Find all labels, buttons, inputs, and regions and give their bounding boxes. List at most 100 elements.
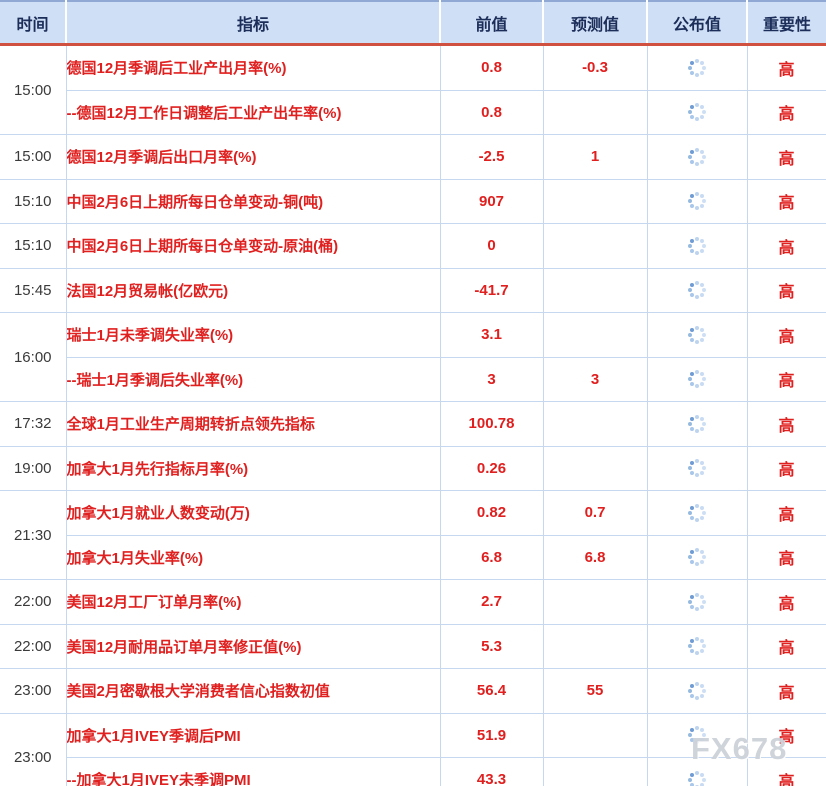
table-row: 19:00 加拿大1月先行指标月率(%) 0.26 高 — [0, 445, 826, 491]
importance-cell: 高 — [746, 490, 826, 535]
loading-spinner-icon — [687, 592, 707, 612]
importance-cell: 高 — [746, 668, 826, 713]
previous-value-cell: -2.5 — [439, 134, 543, 179]
previous-value-cell: 56.4 — [439, 668, 543, 713]
time-cell: 15:10 — [0, 223, 66, 268]
table-row: --德国12月工作日调整后工业产出年率(%) 0.8 高 — [0, 89, 826, 135]
loading-spinner-icon — [687, 725, 707, 745]
forecast-value-cell: 1 — [542, 134, 647, 179]
table-row: 21:30 加拿大1月就业人数变动(万) 0.82 0.7 高 — [0, 490, 826, 580]
table-row: --瑞士1月季调后失业率(%) 3 3 高 — [0, 356, 826, 402]
previous-value-cell: 0 — [439, 223, 543, 268]
time-cell: 22:00 — [0, 623, 66, 669]
indicator-cell: 美国2月密歇根大学消费者信心指数初值 — [65, 668, 440, 713]
forecast-value-cell — [542, 223, 647, 268]
time-cell: 15:00 — [0, 44, 66, 135]
indicator-cell: 瑞士1月未季调失业率(%) — [65, 312, 440, 357]
table-row: 23:00 加拿大1月IVEY季调后PMI 51.9 高 — [0, 712, 826, 786]
previous-value-cell: 2.7 — [439, 579, 543, 624]
loading-spinner-icon — [687, 236, 707, 256]
loading-spinner-icon — [687, 102, 707, 122]
loading-spinner-icon — [687, 636, 707, 656]
published-value-cell — [646, 134, 747, 179]
indicator-cell: 中国2月6日上期所每日仓单变动-铜(吨) — [65, 178, 440, 224]
table-row: 15:10 中国2月6日上期所每日仓单变动-铜(吨) 907 高 — [0, 178, 826, 224]
forecast-value-cell: 3 — [542, 356, 647, 402]
published-value-cell — [646, 757, 747, 786]
loading-spinner-icon — [687, 191, 707, 211]
importance-cell: 高 — [746, 445, 826, 491]
forecast-value-cell: -0.3 — [542, 44, 647, 90]
loading-spinner-icon — [687, 681, 707, 701]
previous-value-cell: 907 — [439, 178, 543, 224]
time-cell: 15:45 — [0, 267, 66, 313]
column-header-importance: 重要性 — [746, 1, 826, 46]
published-value-cell — [646, 312, 747, 357]
indicator-cell: 加拿大1月就业人数变动(万) — [65, 490, 440, 535]
indicator-cell: 中国2月6日上期所每日仓单变动-原油(桶) — [65, 223, 440, 268]
indicator-cell: 加拿大1月先行指标月率(%) — [65, 445, 440, 491]
column-header-previous: 前值 — [439, 1, 543, 46]
table-body: 15:00 德国12月季调后工业产出月率(%) 0.8 -0.3 高 --德国1… — [0, 44, 826, 786]
previous-value-cell: 43.3 — [439, 757, 543, 786]
forecast-value-cell — [542, 579, 647, 624]
importance-cell: 高 — [746, 178, 826, 224]
time-cell: 15:00 — [0, 134, 66, 179]
loading-spinner-icon — [687, 280, 707, 300]
published-value-cell — [646, 490, 747, 535]
table-row: 15:10 中国2月6日上期所每日仓单变动-原油(桶) 0 高 — [0, 223, 826, 268]
previous-value-cell: 0.8 — [439, 89, 543, 135]
loading-spinner-icon — [687, 325, 707, 345]
time-cell: 23:00 — [0, 668, 66, 713]
previous-value-cell: 3.1 — [439, 312, 543, 357]
published-value-cell — [646, 712, 747, 758]
table-row: 16:00 瑞士1月未季调失业率(%) 3.1 高 — [0, 312, 826, 402]
importance-cell: 高 — [746, 534, 826, 580]
forecast-value-cell — [542, 445, 647, 491]
forecast-value-cell: 6.8 — [542, 534, 647, 580]
loading-spinner-icon — [687, 58, 707, 78]
published-value-cell — [646, 579, 747, 624]
time-cell: 23:00 — [0, 712, 66, 786]
published-value-cell — [646, 267, 747, 313]
forecast-value-cell — [542, 178, 647, 224]
indicator-cell: 全球1月工业生产周期转折点领先指标 — [65, 401, 440, 446]
loading-spinner-icon — [687, 547, 707, 567]
previous-value-cell: 0.26 — [439, 445, 543, 491]
importance-cell: 高 — [746, 134, 826, 179]
forecast-value-cell — [542, 312, 647, 357]
table-row: 15:45 法国12月贸易帐(亿欧元) -41.7 高 — [0, 267, 826, 313]
importance-cell: 高 — [746, 312, 826, 357]
loading-spinner-icon — [687, 147, 707, 167]
previous-value-cell: -41.7 — [439, 267, 543, 313]
time-cell: 19:00 — [0, 445, 66, 491]
previous-value-cell: 0.8 — [439, 44, 543, 90]
loading-spinner-icon — [687, 369, 707, 389]
forecast-value-cell: 55 — [542, 668, 647, 713]
indicator-cell: 德国12月季调后工业产出月率(%) — [65, 44, 440, 90]
importance-cell: 高 — [746, 89, 826, 135]
header-row: 时间 指标 前值 预测值 公布值 重要性 — [0, 1, 826, 46]
indicator-cell: --瑞士1月季调后失业率(%) — [65, 356, 440, 402]
loading-spinner-icon — [687, 503, 707, 523]
forecast-value-cell — [542, 267, 647, 313]
forecast-value-cell — [542, 623, 647, 669]
forecast-value-cell — [542, 757, 647, 786]
table-row: 15:00 德国12月季调后工业产出月率(%) 0.8 -0.3 高 — [0, 44, 826, 135]
table-row: --加拿大1月IVEY未季调PMI 43.3 高 — [0, 757, 826, 786]
loading-spinner-icon — [687, 458, 707, 478]
time-cell: 21:30 — [0, 490, 66, 580]
importance-cell: 高 — [746, 401, 826, 446]
time-cell: 17:32 — [0, 401, 66, 446]
importance-cell: 高 — [746, 223, 826, 268]
previous-value-cell: 51.9 — [439, 712, 543, 758]
published-value-cell — [646, 668, 747, 713]
time-cell: 15:10 — [0, 178, 66, 224]
column-header-published: 公布值 — [646, 1, 747, 46]
importance-cell: 高 — [746, 44, 826, 90]
forecast-value-cell — [542, 712, 647, 758]
indicator-cell: 加拿大1月IVEY季调后PMI — [65, 712, 440, 758]
previous-value-cell: 3 — [439, 356, 543, 402]
